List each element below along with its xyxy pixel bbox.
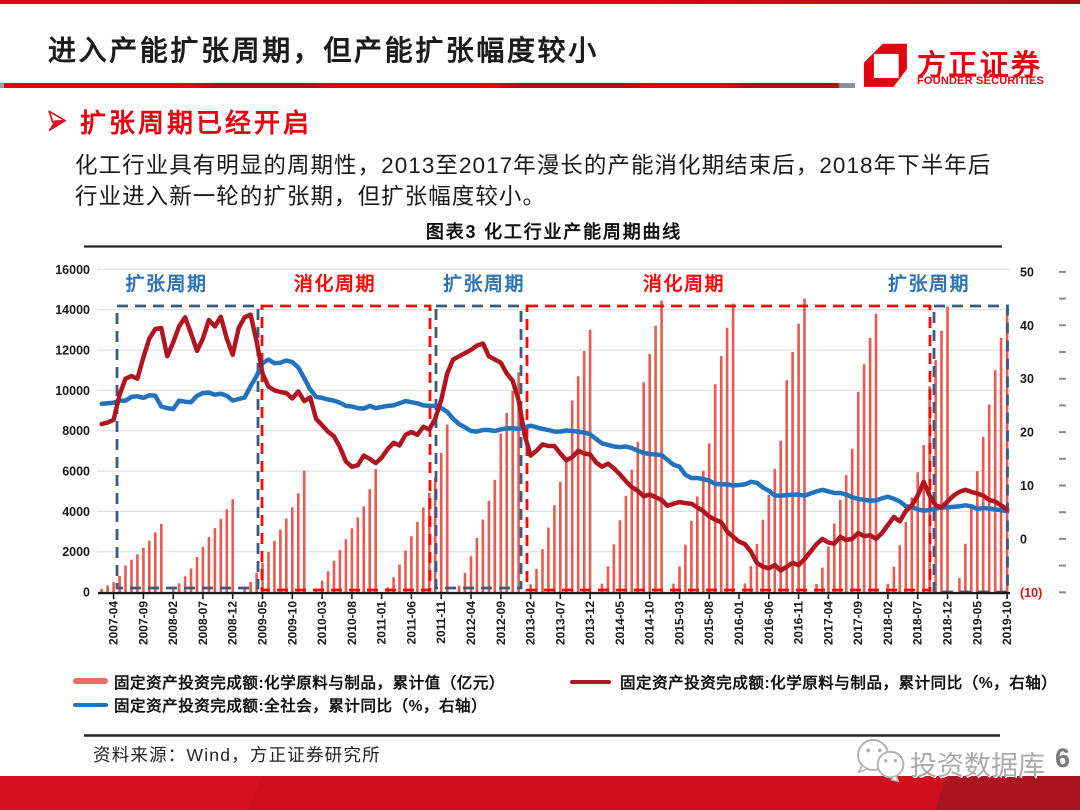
svg-text:2016-01: 2016-01: [732, 601, 746, 645]
svg-text:14000: 14000: [55, 303, 90, 317]
svg-text:消化周期: 消化周期: [643, 272, 725, 295]
svg-text:2017-04: 2017-04: [821, 601, 835, 645]
svg-text:50: 50: [1020, 265, 1034, 279]
svg-text:2013-07: 2013-07: [553, 601, 567, 645]
svg-text:2007-04: 2007-04: [107, 601, 121, 645]
svg-text:2008-12: 2008-12: [226, 601, 240, 645]
svg-text:2011-11: 2011-11: [434, 601, 448, 644]
svg-text:20: 20: [1020, 426, 1034, 440]
svg-text:10: 10: [1020, 479, 1034, 493]
svg-text:2018-12: 2018-12: [941, 601, 955, 645]
svg-text:2015-08: 2015-08: [702, 601, 716, 645]
svg-text:2016-11: 2016-11: [792, 601, 806, 645]
svg-text:4000: 4000: [62, 505, 90, 519]
svg-text:2014-05: 2014-05: [613, 601, 627, 645]
svg-text:2019-05: 2019-05: [970, 601, 984, 645]
svg-text:(10): (10): [1020, 586, 1042, 600]
svg-text:2019-10: 2019-10: [1000, 601, 1014, 645]
svg-text:40: 40: [1020, 319, 1034, 333]
svg-text:2010-03: 2010-03: [315, 601, 329, 645]
svg-text:8000: 8000: [62, 424, 90, 438]
svg-text:扩张周期: 扩张周期: [125, 273, 207, 295]
svg-text:2011-01: 2011-01: [375, 601, 389, 645]
svg-text:2010-08: 2010-08: [345, 601, 359, 645]
svg-text:16000: 16000: [55, 263, 90, 277]
svg-text:6000: 6000: [62, 465, 90, 479]
svg-text:2017-09: 2017-09: [851, 601, 865, 645]
svg-text:消化周期: 消化周期: [294, 272, 376, 295]
svg-text:2018-02: 2018-02: [881, 601, 895, 645]
svg-text:2012-04: 2012-04: [464, 601, 478, 645]
svg-text:2012-09: 2012-09: [494, 601, 508, 645]
svg-text:2016-06: 2016-06: [762, 601, 776, 645]
svg-text:2008-07: 2008-07: [196, 601, 210, 645]
svg-text:2000: 2000: [62, 545, 90, 559]
svg-text:10000: 10000: [55, 384, 90, 398]
svg-text:0: 0: [83, 586, 90, 600]
svg-text:2013-02: 2013-02: [524, 601, 538, 645]
svg-text:2015-03: 2015-03: [673, 601, 687, 645]
svg-text:30: 30: [1020, 372, 1034, 386]
svg-text:扩张周期: 扩张周期: [888, 273, 970, 295]
svg-text:2014-10: 2014-10: [643, 601, 657, 645]
svg-text:2018-07: 2018-07: [911, 601, 925, 645]
svg-text:2013-12: 2013-12: [583, 601, 597, 645]
svg-text:扩张周期: 扩张周期: [443, 273, 525, 295]
svg-text:0: 0: [1020, 532, 1027, 546]
svg-text:2009-10: 2009-10: [285, 601, 299, 645]
svg-text:2007-09: 2007-09: [136, 601, 150, 645]
svg-text:2011-06: 2011-06: [404, 601, 418, 645]
svg-text:12000: 12000: [55, 344, 90, 358]
svg-text:2009-05: 2009-05: [256, 601, 270, 645]
svg-text:2008-02: 2008-02: [166, 601, 180, 645]
